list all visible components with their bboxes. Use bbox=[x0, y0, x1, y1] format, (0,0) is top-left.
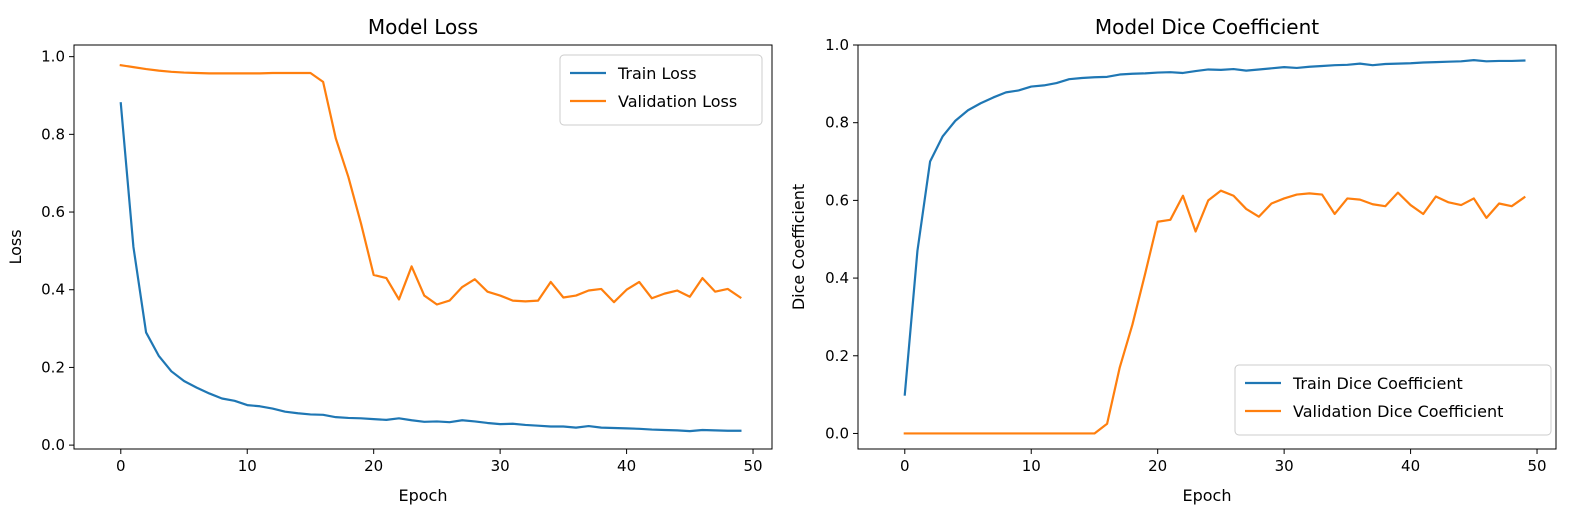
x-tick-label: 40 bbox=[1401, 457, 1420, 475]
legend: Train Loss Validation Loss bbox=[559, 54, 763, 126]
chart-title: Model Loss bbox=[368, 15, 478, 39]
y-tick-label: 0.8 bbox=[825, 114, 849, 132]
x-axis-label: Epoch bbox=[399, 486, 448, 505]
legend-box bbox=[1234, 364, 1552, 436]
x-tick-label: 10 bbox=[1022, 457, 1041, 475]
y-tick-label: 0.4 bbox=[825, 269, 849, 287]
x-tick-label: 0 bbox=[116, 457, 126, 475]
x-tick-label: 20 bbox=[1148, 457, 1167, 475]
series-line-1 bbox=[903, 59, 1526, 396]
y-tick-label: 0.4 bbox=[41, 281, 65, 299]
y-tick-label: 0.0 bbox=[825, 424, 849, 442]
y-tick-label: 0.2 bbox=[41, 358, 65, 376]
x-tick-label: 30 bbox=[491, 457, 510, 475]
x-tick-label: 10 bbox=[238, 457, 257, 475]
legend-label: Validation Loss bbox=[618, 92, 737, 111]
axes-frame bbox=[73, 44, 773, 450]
y-tick-label: 0.6 bbox=[41, 203, 65, 221]
x-axis-label: Epoch bbox=[1183, 486, 1232, 505]
legend-label: Train Loss bbox=[617, 64, 697, 83]
y-tick-label: 0.0 bbox=[41, 436, 65, 454]
y-axis-label: Dice Coefficient bbox=[789, 184, 808, 310]
x-tick-label: 50 bbox=[1527, 457, 1546, 475]
legend-box bbox=[559, 54, 763, 126]
series-line-1 bbox=[119, 102, 742, 433]
axes-frame bbox=[857, 44, 1557, 450]
series-line-2 bbox=[119, 63, 742, 306]
y-tick-label: 0.6 bbox=[825, 191, 849, 209]
x-tick-label: 40 bbox=[617, 457, 636, 475]
y-axis-label: Loss bbox=[6, 229, 25, 264]
y-tick-label: 0.8 bbox=[41, 125, 65, 143]
chart-2: Model Dice Coefficient 0 10 20 30 40 50 0.0 0.2 0… bbox=[789, 15, 1557, 505]
y-tick-label: 1.0 bbox=[825, 36, 849, 54]
legend-label: Validation Dice Coefficient bbox=[1293, 402, 1503, 421]
legend-label: Train Dice Coefficient bbox=[1292, 374, 1463, 393]
y-tick-label: 1.0 bbox=[41, 48, 65, 66]
chart-title: Model Dice Coefficient bbox=[1095, 15, 1319, 39]
legend: Train Dice Coefficient Validation Dice Co… bbox=[1234, 364, 1552, 436]
x-tick-label: 30 bbox=[1275, 457, 1294, 475]
x-tick-label: 50 bbox=[743, 457, 762, 475]
chart-1: Model Loss 0 10 20 30 40 50 0.0 0.2 0.4 0.6 0.8 1.0 E… bbox=[6, 15, 773, 505]
x-tick-label: 0 bbox=[900, 457, 910, 475]
y-tick-label: 0.2 bbox=[825, 347, 849, 365]
series-line-2 bbox=[903, 189, 1526, 435]
x-tick-label: 20 bbox=[364, 457, 383, 475]
